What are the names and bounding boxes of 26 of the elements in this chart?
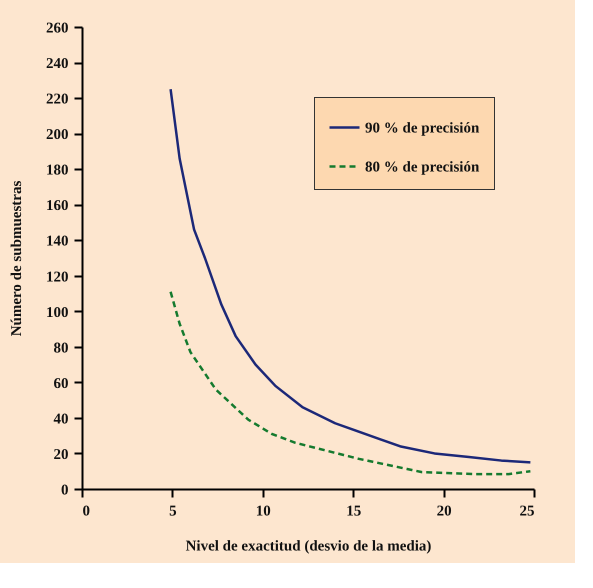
y-tick-label: 140	[46, 234, 68, 250]
y-tick-label: 100	[46, 304, 68, 321]
y-tick-label: 0	[61, 482, 68, 498]
y-tick-label: 240	[46, 56, 68, 72]
line-series	[169, 290, 532, 476]
legend-label: 80 % de precisión	[365, 160, 480, 176]
x-tick-label: 20	[436, 504, 452, 520]
x-tick-label: 0	[82, 504, 90, 520]
x-tick-label: 15	[346, 504, 362, 520]
y-tick-label: 60	[54, 376, 68, 392]
y-tick-label: 180	[46, 162, 68, 179]
y-tick-label: 20	[54, 446, 68, 463]
y-tick-label: 40	[54, 411, 68, 428]
y-tick-label: 220	[46, 92, 68, 108]
x-tick-label: 25	[520, 504, 534, 520]
y-tick-label: 80	[54, 340, 68, 356]
y-tick-label: 260	[46, 20, 68, 36]
y-axis-title: Número de submuestras	[9, 180, 25, 336]
line-series	[169, 88, 532, 464]
x-axis-title: Nivel de exactitud (desvio de la media)	[186, 538, 432, 554]
y-tick-label: 160	[46, 198, 68, 214]
x-tick-label: 5	[169, 504, 177, 520]
y-tick-label: 120	[46, 269, 68, 286]
x-tick-label: 10	[256, 504, 271, 520]
legend-label: 90 % de precisión	[365, 120, 480, 136]
y-tick-label: 200	[46, 127, 68, 144]
